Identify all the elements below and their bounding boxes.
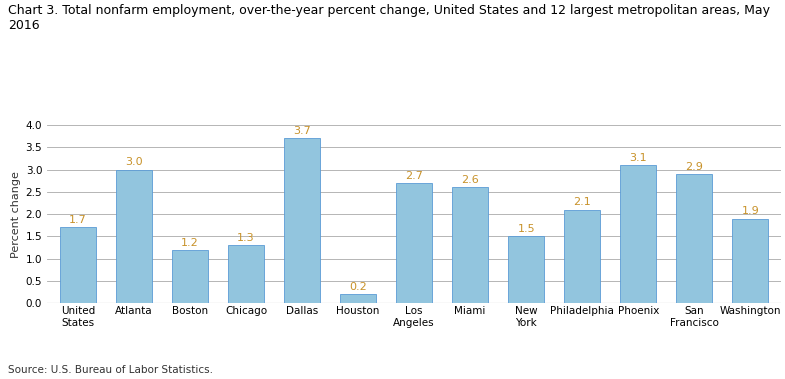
Bar	[508, 236, 544, 303]
Bar	[620, 165, 656, 303]
Text: 2.1: 2.1	[573, 197, 591, 207]
Text: 1.5: 1.5	[517, 224, 535, 234]
Bar	[228, 245, 265, 303]
Bar	[452, 188, 488, 303]
Text: 2.9: 2.9	[685, 162, 703, 172]
Text: 0.2: 0.2	[349, 282, 367, 292]
Bar	[60, 227, 96, 303]
Text: 2.6: 2.6	[462, 175, 479, 185]
Text: 1.7: 1.7	[69, 215, 87, 225]
Text: 1.3: 1.3	[237, 233, 255, 243]
Text: 3.1: 3.1	[630, 153, 647, 163]
Bar	[564, 210, 601, 303]
Text: 2.7: 2.7	[405, 171, 423, 181]
Bar	[340, 294, 376, 303]
Bar	[676, 174, 713, 303]
Text: 3.7: 3.7	[293, 126, 311, 136]
Y-axis label: Percent change: Percent change	[12, 171, 21, 258]
Text: 1.9: 1.9	[741, 206, 759, 216]
Text: Chart 3. Total nonfarm employment, over-the-year percent change, United States a: Chart 3. Total nonfarm employment, over-…	[8, 4, 770, 32]
Text: 1.2: 1.2	[181, 238, 199, 247]
Bar	[284, 138, 320, 303]
Bar	[732, 219, 769, 303]
Text: 3.0: 3.0	[125, 157, 143, 168]
Bar	[396, 183, 433, 303]
Text: Source: U.S. Bureau of Labor Statistics.: Source: U.S. Bureau of Labor Statistics.	[8, 365, 213, 375]
Bar	[115, 170, 152, 303]
Bar	[172, 250, 208, 303]
